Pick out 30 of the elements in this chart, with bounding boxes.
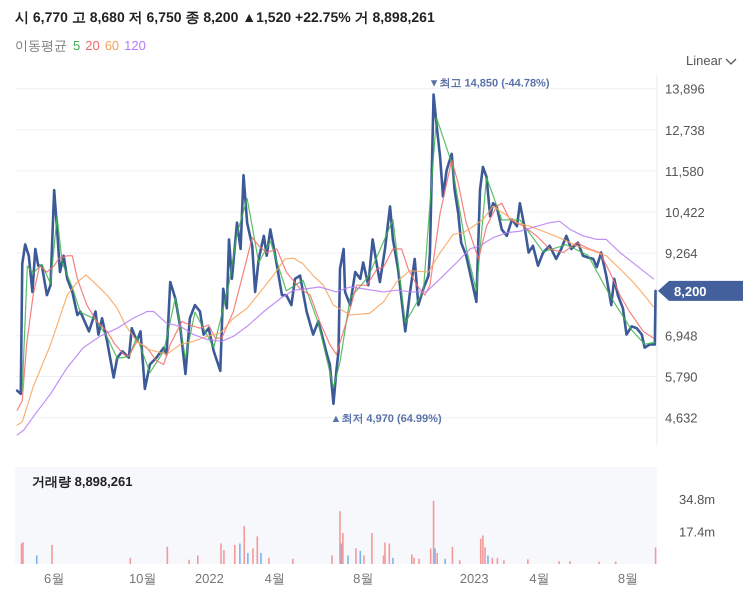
x-tick-label: 2022 — [194, 571, 224, 586]
x-tick-label: 2023 — [460, 571, 489, 586]
x-tick-label: 6월 — [44, 571, 64, 586]
text: 120 — [124, 38, 146, 53]
x-tick-label: 8월 — [353, 571, 374, 586]
y-tick-label: 9,264 — [665, 246, 698, 262]
text: 5 — [73, 38, 80, 53]
text: Linear — [686, 53, 723, 68]
x-tick-label: 4월 — [264, 571, 285, 586]
x-tick-label: 8월 — [618, 571, 638, 586]
x-tick-label: 10월 — [128, 571, 156, 586]
y-tick-label: 13,896 — [665, 82, 705, 97]
x-tick-label: 4월 — [529, 571, 550, 586]
annotation: ▲최저 4,970 (64.99%) — [330, 412, 442, 425]
text: 60 — [104, 38, 120, 53]
text: 20 — [85, 38, 100, 53]
y-tick-label: 5,790 — [665, 369, 698, 384]
annotation: 8,200 — [674, 284, 707, 299]
legend-title: 이동평균 — [15, 38, 67, 53]
y-tick-label: 12,738 — [665, 122, 705, 138]
annotation: ▼최고 14,850 (-44.78%) — [428, 78, 550, 90]
line-series — [16, 160, 654, 411]
chart-title: 시 6,770 고 8,680 저 6,750 종 8,200 ▲1,520 +22.75% 거 8,898,261 — [15, 9, 435, 25]
y-tick-label: 17.4m — [679, 524, 716, 540]
y-tick-label: 10,422 — [665, 204, 705, 220]
y-tick-label: 34.8m — [679, 492, 716, 508]
y-tick-label: 6,948 — [665, 328, 698, 344]
y-tick-label: 11,580 — [665, 164, 704, 179]
text: 거래량 8,898,261 — [32, 474, 132, 489]
y-tick-label: 4,632 — [665, 410, 698, 426]
